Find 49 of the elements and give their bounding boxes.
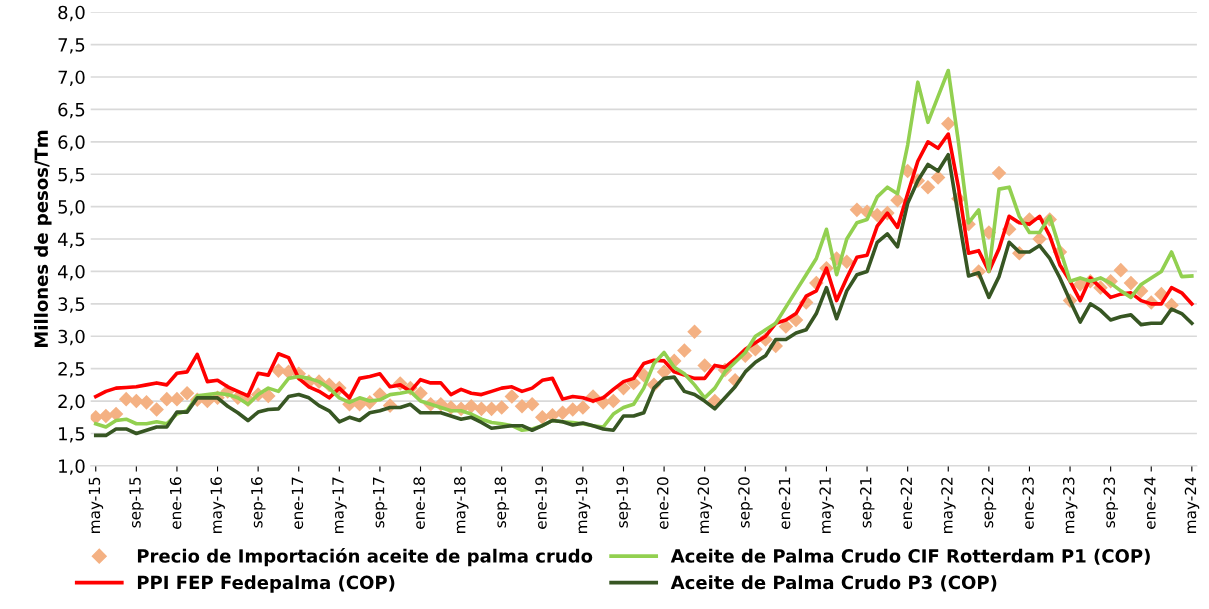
line-series [93,152,1194,438]
x-tick-label: sep-21 [859,477,875,528]
x-tick-label: may-19 [575,477,591,533]
legend-label: Aceite de Palma Crudo CIF Rotterdam P1 (COP) [670,548,1150,565]
legend-label: Aceite de Palma Crudo P3 (COP) [670,575,997,592]
x-tick-label: ene-20 [656,477,669,529]
y-axis-title: Millones de pesos/Tm [34,130,52,348]
y-tick-label: 5,0 [58,200,85,216]
y-tick-label: 4,0 [57,264,85,281]
y-tick-label: 3,5 [58,297,85,313]
legend-label: Precio de Importación aceite de palma crudo [137,548,593,567]
x-tick-label: ene-19 [535,477,547,529]
y-tick-label: 7,0 [58,70,85,86]
y-tick-label: 6,5 [58,102,85,119]
x-tick-label: sep-23 [1103,477,1119,528]
x-tick-label: may-16 [210,477,225,533]
y-tick-label: 1,0 [59,459,85,475]
x-tick-label: sep-15 [129,477,144,528]
x-tick-label: sep-20 [738,477,753,528]
x-tick-label: sep-19 [616,477,631,528]
x-tick-label: may-15 [88,477,104,533]
x-tick-label: may-17 [332,477,347,533]
legend-label: PPI FEP Fedepalma (COP) [137,575,395,593]
x-tick-label: ene-17 [291,477,304,529]
x-tick-label: ene-18 [413,477,425,529]
x-tick-label: ene-21 [778,477,791,529]
x-tick-label: ene-22 [900,477,913,529]
y-tick-label: 2,5 [58,362,85,378]
x-tick-label: ene-23 [1022,477,1034,529]
x-tick-label: may-24 [1184,477,1200,533]
x-tick-label: ene-16 [169,477,182,529]
x-tick-label: sep-17 [373,477,388,528]
y-tick-label: 8,0 [58,5,85,22]
x-tick-label: ene-24 [1144,477,1156,529]
y-tick-label: 3,0 [58,329,85,346]
y-tick-label: 2,0 [58,394,85,411]
y-tick-label: 4,5 [57,232,85,248]
x-tick-label: sep-18 [494,477,510,528]
x-tick-label: may-22 [941,477,956,533]
y-tick-label: 1,5 [59,427,85,443]
x-tick-label: may-23 [1062,477,1078,533]
y-tick-label: 7,5 [58,38,85,54]
x-tick-label: sep-16 [251,477,266,528]
x-tick-label: may-18 [453,477,469,533]
x-tick-label: may-20 [697,477,713,533]
y-tick-label: 5,5 [58,167,85,184]
x-tick-label: may-21 [819,477,834,533]
x-tick-label: sep-22 [981,477,997,528]
y-tick-label: 6,0 [58,135,85,151]
